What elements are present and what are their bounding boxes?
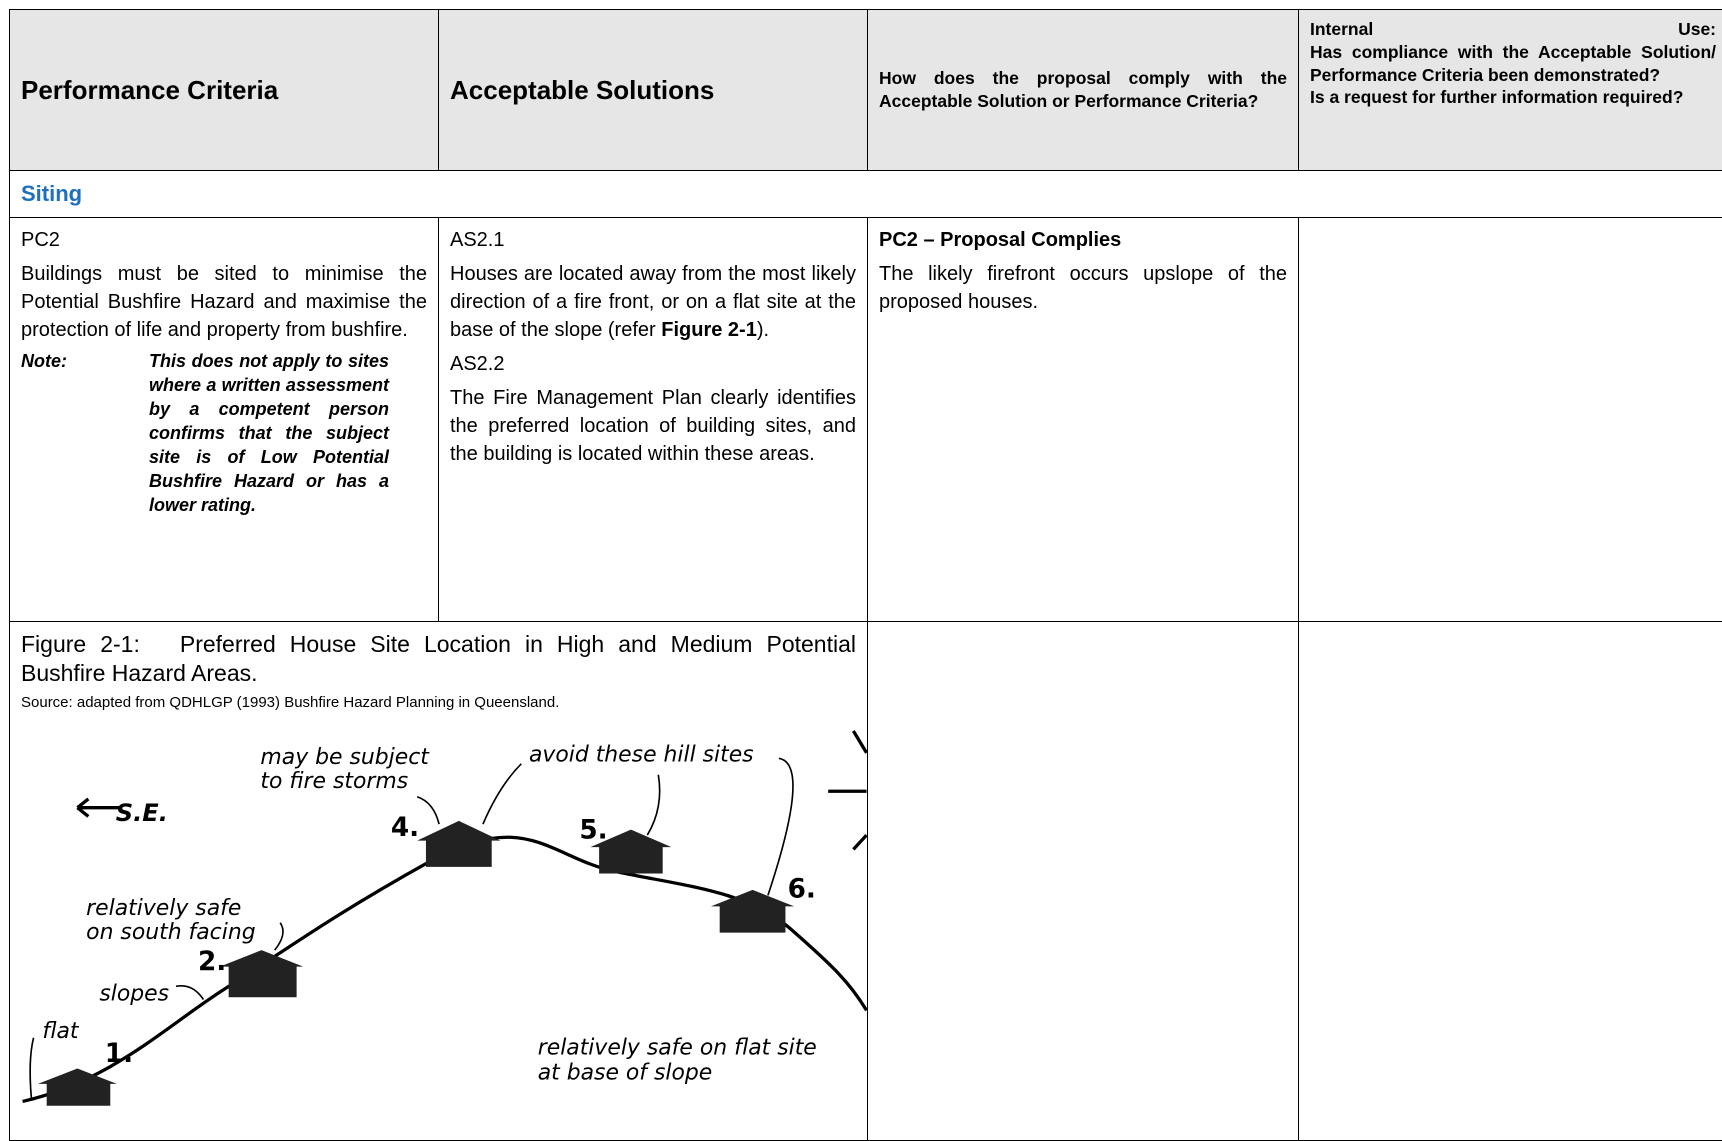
as-code: AS2.2 [450,353,505,375]
hill-line [22,835,867,1104]
house [417,820,501,867]
sketch-label: slopes [99,982,169,1007]
as-text-part: ). [756,319,770,341]
response-text: The likely firefront occurs upslope of t… [879,263,1287,313]
house [219,950,304,998]
sketch-label: at base of slope [538,1061,713,1086]
note-label: Note: [21,351,67,371]
site-number: 1. [105,1039,133,1069]
direction-label: S.E. [116,799,168,827]
leader [416,795,440,825]
column-heading: How does the proposal comply with the Ac… [879,68,1287,111]
sketch-edge-marks [828,730,867,851]
header-cell: Acceptable Solutions [438,9,868,171]
direction-arrow [76,797,122,818]
as-text-part: Houses are located away from the most li… [450,263,856,341]
pc-text: Buildings must be sited to minimise the … [21,263,427,341]
figure-caption-text: Preferred House Site Location in High an… [21,631,856,686]
leader [767,757,794,896]
internal-line: Is a request for further information req… [1310,87,1684,108]
sketch-label: relatively safe [86,896,241,921]
figure-source: Source: adapted from QDHLGP (1993) Bushf… [21,693,560,711]
response-title: PC2 – Proposal Complies [879,229,1122,251]
empty-cell [1298,621,1722,1141]
internal-heading: Internal Use: Has compliance with the Ac… [1310,18,1716,109]
internal-title: Internal Use: [1310,19,1716,39]
internal-cell [1298,217,1722,622]
figure-ref: Figure 2-1 [661,319,757,341]
header-cell: Internal Use: Has compliance with the Ac… [1298,9,1722,171]
house [590,829,672,874]
leader [29,1037,35,1099]
pc-cell: PC2 Buildings must be sited to minimise … [9,217,439,622]
header-cell: Performance Criteria [9,9,439,171]
house [37,1068,117,1106]
column-heading: Performance Criteria [21,74,279,105]
internal-line: Has compliance with the Acceptable Solut… [1310,41,1716,85]
section-title: Siting [21,181,83,206]
page: Performance Criteria Acceptable Solution… [9,9,1722,1141]
header-cell: How does the proposal comply with the Ac… [867,9,1299,171]
figure-cell: Figure 2-1: Preferred House Site Location… [9,621,868,1141]
leader [175,985,205,1000]
sketch-label: on south facing [86,920,256,945]
response-cell: PC2 – Proposal Complies The likely firef… [867,217,1299,622]
as-code: AS2.1 [450,229,505,251]
figure-caption: Figure 2-1: Preferred House Site Location… [21,630,856,688]
empty-cell [867,621,1299,1141]
leader [482,763,522,825]
site-number: 6. [788,875,816,905]
section-row: Siting [9,170,1722,218]
house [710,889,795,933]
site-number: 4. [391,813,419,843]
sketch-label: relatively safe on flat site [538,1035,817,1060]
sketch-label: to fire storms [260,769,408,794]
note: Note: This does not apply to sites where … [21,350,427,518]
sketch: S.E. may be subject to fire storms avoid… [22,730,867,1106]
leader [274,922,284,951]
as-text: The Fire Management Plan clearly identif… [450,387,856,465]
houses [37,820,795,1106]
as-cell: AS2.1 Houses are located away from the m… [438,217,868,622]
site-number: 2. [198,947,226,977]
note-text: This does not apply to sites where a wri… [149,351,389,515]
sketch-label: may be subject [260,745,430,770]
column-heading: Acceptable Solutions [450,74,715,105]
leader [646,774,661,836]
as-text: Houses are located away from the most li… [450,260,856,344]
figure-label: Figure 2-1: [21,631,140,657]
sketch-label: avoid these hill sites [529,743,754,768]
sketch-label: flat [42,1019,80,1044]
site-number: 5. [579,815,607,845]
pc-code: PC2 [21,229,60,251]
